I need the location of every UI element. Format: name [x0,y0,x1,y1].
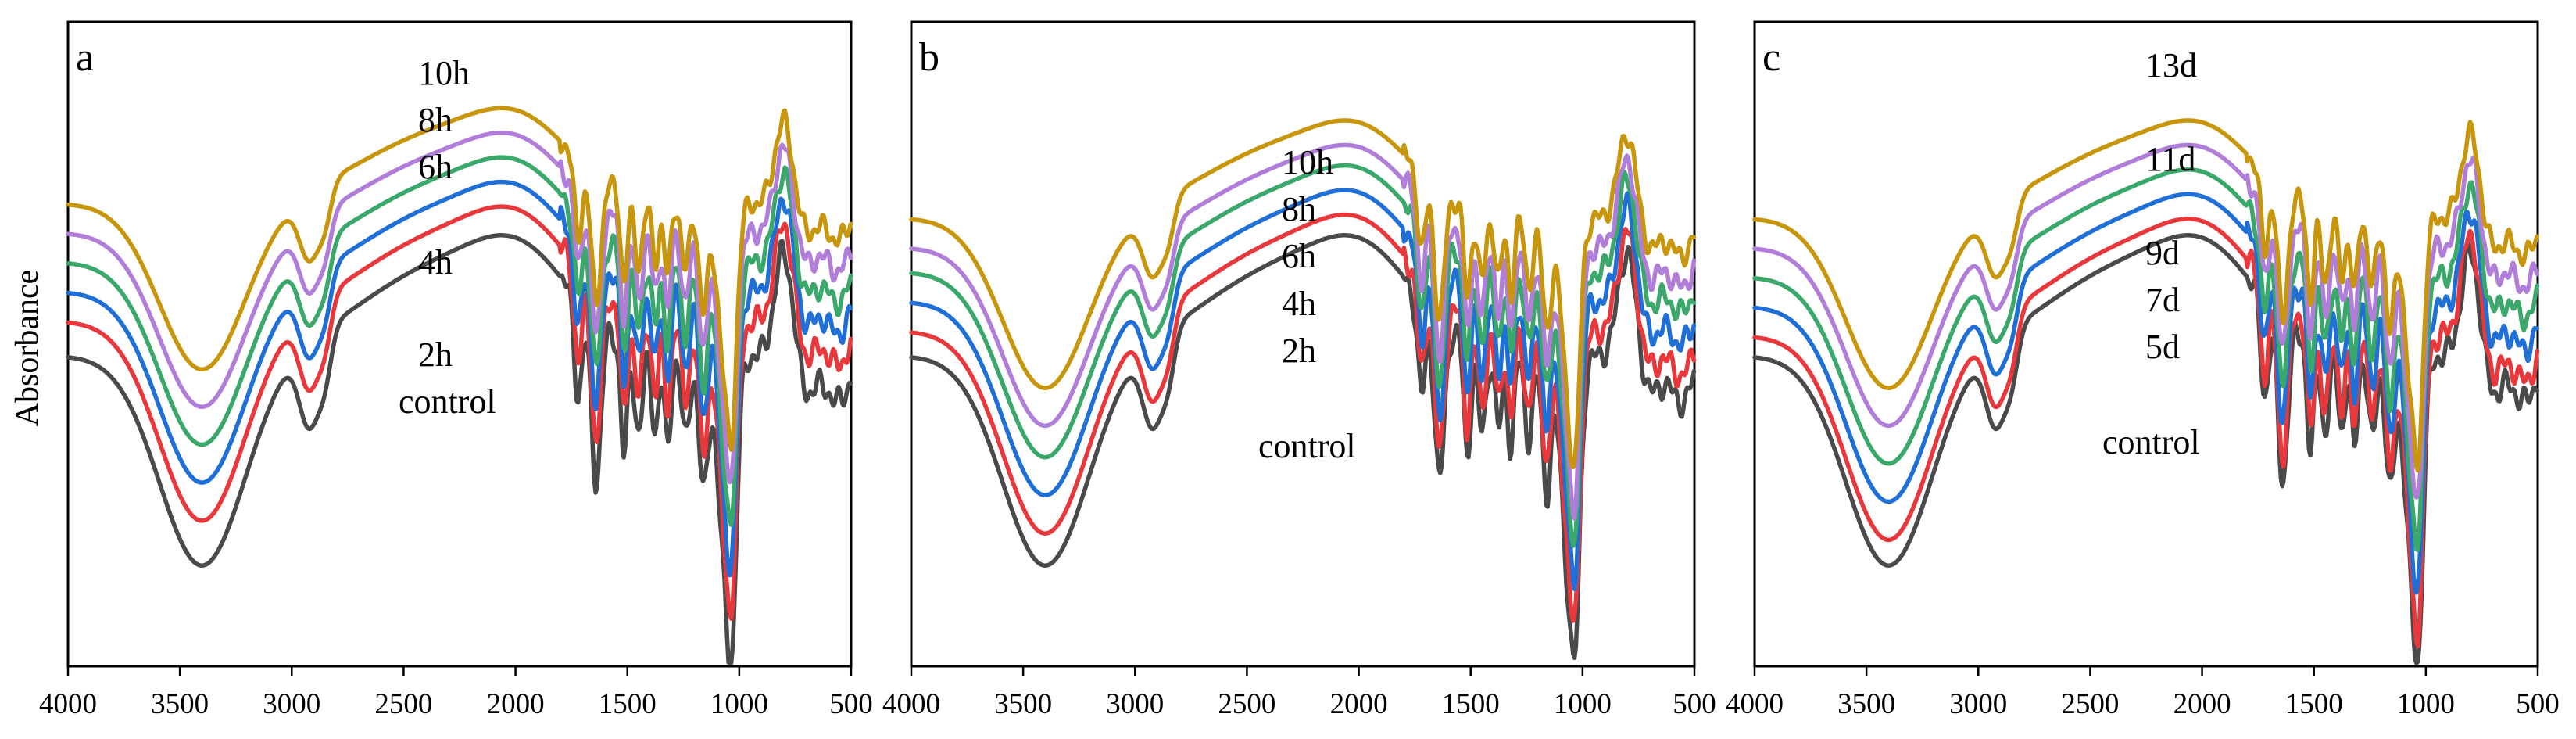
series-label-2h: 2h [418,335,453,374]
series-line-13d [1752,118,2540,473]
x-tick-label: 2000 [2174,688,2231,720]
series-line-10h [66,106,853,452]
panel-c: c 4000 3500 3000 2500 2000 1500 1000 500 control 5… [1726,20,2560,720]
plot-frame [910,20,1696,668]
series-group [909,118,1697,661]
series-group [66,106,853,665]
x-tick-label: 1000 [2397,688,2455,720]
series-label-8h: 8h [418,101,453,139]
panel-letter: a [76,35,94,80]
series-group [1752,118,2540,665]
series-line-5d [1752,217,2540,649]
series-label-control: control [1258,427,1356,465]
x-tick-label: 500 [2516,688,2560,720]
x-tick-label: 1000 [710,688,768,720]
x-tick-label: 2500 [1218,688,1275,720]
series-label-4h: 4h [1282,285,1316,323]
series-label-2h: 2h [1282,332,1316,370]
x-tick-label: 2000 [487,688,545,720]
series-line-2h [909,212,1697,623]
series-label-5d: 5d [2145,328,2180,366]
series-label-4h: 4h [418,243,453,282]
series-label-control: control [2102,423,2200,461]
panels: a 4000 3500 3000 2500 2000 1500 1000 500 control 2… [39,20,2560,720]
panel-letter: c [1762,35,1780,80]
series-line-11d [1752,142,2540,500]
x-tick-label: 3000 [263,688,320,720]
x-tick-label: 3000 [1106,688,1164,720]
x-tick-label: 3500 [1837,688,1895,720]
x-tick-label: 4000 [1726,688,1784,720]
x-tick-label: 1000 [1554,688,1612,720]
y-axis-label: Absorbance [9,270,45,427]
panel-a: a 4000 3500 3000 2500 2000 1500 1000 500 control 2… [39,20,873,720]
series-label-9d: 9d [2145,234,2180,272]
series-line-4h [909,188,1697,592]
x-tick-label: 3000 [1949,688,2007,720]
x-tick-label: 1500 [1442,688,1500,720]
x-tick-label: 2000 [1330,688,1388,720]
panel-letter: b [919,35,939,80]
series-line-9d [1752,167,2540,553]
x-tick-label: 500 [1673,688,1716,720]
series-label-control: control [399,382,496,421]
series-line-control [66,233,853,665]
x-tick-label: 3500 [151,688,209,720]
x-tick-label: 1500 [599,688,657,720]
series-line-8h [909,142,1697,521]
series-line-10h [909,118,1697,470]
series-line-6h [66,155,853,528]
x-tick-label: 2500 [374,688,432,720]
series-line-8h [66,130,853,485]
x-tick-label: 1500 [2285,688,2343,720]
plot-frame [1753,20,2539,668]
series-label-8h: 8h [1282,190,1316,228]
series-label-10h: 10h [1282,143,1333,181]
series-label-10h: 10h [418,54,470,92]
series-label-13d: 13d [2145,46,2197,84]
x-tick-label: 500 [829,688,873,720]
series-label-6h: 6h [1282,237,1316,275]
panel-b: b 4000 3500 3000 2500 2000 1500 1000 500 control 2… [882,20,1716,720]
series-label-6h: 6h [418,148,453,186]
x-tick-label: 3500 [994,688,1052,720]
x-tick-label: 2500 [2061,688,2119,720]
series-label-7d: 7d [2145,281,2180,319]
series-label-11d: 11d [2145,140,2195,178]
x-tick-label: 4000 [882,688,940,720]
x-tick-label: 4000 [39,688,97,720]
